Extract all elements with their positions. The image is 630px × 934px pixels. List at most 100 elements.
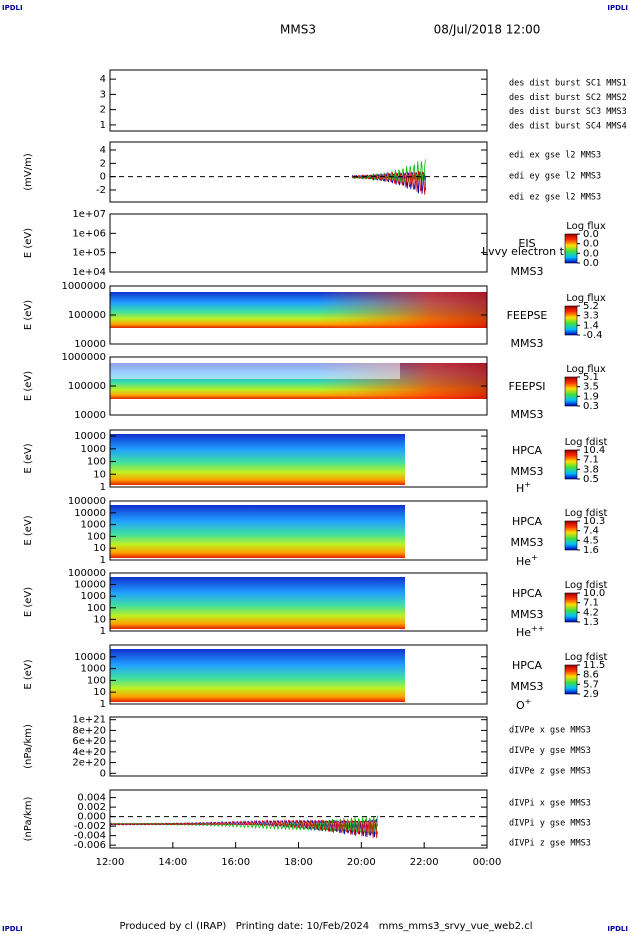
instrument-label: FEEPSE bbox=[507, 309, 548, 322]
legend-entry: dIVPi z gse MMS3 bbox=[509, 839, 591, 849]
y-tick-label: 4 bbox=[100, 74, 106, 85]
colorbar bbox=[564, 664, 578, 695]
y-tick-label: 0.002 bbox=[77, 802, 106, 813]
colorbar-tick-label: 5.1 bbox=[583, 372, 599, 383]
plot-frame bbox=[109, 69, 488, 132]
y-tick-label: 0 bbox=[100, 768, 106, 779]
instrument-label: HPCA bbox=[512, 444, 543, 457]
y-tick-label: 1 bbox=[100, 699, 106, 710]
spectrogram-image bbox=[110, 577, 405, 629]
colorbar bbox=[564, 449, 578, 480]
x-tick-label: 18:00 bbox=[284, 857, 313, 868]
y-tick-label: 8e+20 bbox=[72, 725, 106, 736]
instrument-label: MMS3 bbox=[511, 408, 544, 421]
y-tick-label: 4e+20 bbox=[72, 747, 106, 758]
instrument-label: HPCA bbox=[512, 515, 543, 528]
x-tick-label: 14:00 bbox=[158, 857, 187, 868]
y-tick-label: 2 bbox=[100, 105, 106, 116]
legend-entry: des dist burst SC3 MMS3 bbox=[509, 107, 627, 117]
colorbar-tick-label: 7.4 bbox=[583, 526, 599, 537]
y-axis-label: E (eV) bbox=[23, 371, 34, 401]
spectrogram-image bbox=[110, 649, 405, 702]
species: He bbox=[516, 626, 531, 639]
colorbar-tick-label: 0.0 bbox=[583, 229, 599, 240]
y-tick-label: 1e+21 bbox=[72, 715, 106, 726]
corner-mark: IPDLI bbox=[2, 4, 23, 12]
instrument-label: MMS3 bbox=[511, 465, 544, 478]
plot-frame bbox=[109, 572, 488, 632]
corner-mark: IPDLI bbox=[2, 925, 23, 933]
legend-entry: dIVPe y gse MMS3 bbox=[509, 746, 591, 756]
footer: Produced by cl (IRAP) Printing date: 10/… bbox=[119, 921, 532, 932]
y-tick-label: -0.004 bbox=[74, 831, 106, 842]
y-tick-label: 1 bbox=[100, 626, 106, 637]
colorbar-tick-label: 10.0 bbox=[583, 588, 605, 599]
y-tick-label: 100000 bbox=[68, 496, 106, 507]
colorbar-tick-label: 0.0 bbox=[583, 239, 599, 250]
colorbar-tick-label: 5.2 bbox=[583, 301, 599, 312]
plot-frame bbox=[109, 429, 488, 488]
y-tick-label: 10 bbox=[93, 614, 106, 625]
y-tick-label: -2 bbox=[96, 185, 106, 196]
colorbar-tick-label: 0.5 bbox=[583, 474, 599, 485]
y-axis-label: E (eV) bbox=[23, 515, 34, 545]
y-tick-label: 10000 bbox=[74, 652, 106, 663]
y-tick-label: -0.006 bbox=[74, 840, 106, 851]
y-axis-label: E (eV) bbox=[23, 443, 34, 473]
instrument-label: HPCA bbox=[512, 587, 543, 600]
legend-entry: des dist burst SC2 MMS2 bbox=[509, 93, 627, 103]
y-tick-label: 100 bbox=[87, 531, 106, 542]
trace-decoration bbox=[109, 818, 378, 839]
species-charge: + bbox=[524, 480, 531, 489]
species-charge: + bbox=[525, 697, 532, 706]
colorbar-tick-label: 3.3 bbox=[583, 311, 599, 322]
y-tick-label: 1 bbox=[100, 120, 106, 131]
colorbar-title: Log flux bbox=[566, 293, 606, 304]
y-tick-label: 1000 bbox=[81, 520, 106, 531]
y-tick-label: 0.004 bbox=[77, 793, 106, 804]
y-tick-label: 1e+04 bbox=[72, 267, 106, 278]
y-tick-label: 10000 bbox=[74, 410, 106, 421]
colorbar bbox=[564, 305, 578, 336]
legend-entry: des dist burst SC4 MMS4 bbox=[509, 122, 627, 132]
x-tick-label: 22:00 bbox=[410, 857, 439, 868]
title: MMS3 bbox=[280, 23, 316, 37]
legend-entry: edi ez gse l2 MMS3 bbox=[509, 193, 601, 203]
y-axis-label: (nPa/km) bbox=[23, 797, 34, 842]
x-tick-label: 12:00 bbox=[96, 857, 125, 868]
instrument-label: FEEPSI bbox=[508, 380, 545, 393]
colorbar-title: Log fdist bbox=[565, 508, 608, 519]
colorbar bbox=[564, 376, 578, 407]
legend-entry: edi ey gse l2 MMS3 bbox=[509, 172, 601, 182]
y-axis-label: (mV/m) bbox=[23, 153, 34, 191]
instrument-label: MMS3 bbox=[511, 337, 544, 350]
plot-frame bbox=[109, 716, 488, 777]
y-tick-label: 0 bbox=[100, 172, 106, 183]
species-label: He+ bbox=[516, 553, 538, 569]
y-tick-label: 100 bbox=[87, 457, 106, 468]
y-tick-label: 100 bbox=[87, 675, 106, 686]
colorbar-tick-label: -0.4 bbox=[583, 330, 603, 341]
species-charge: + bbox=[531, 553, 538, 562]
legend-entry: dIVPe z gse MMS3 bbox=[509, 767, 591, 777]
instrument-label: MMS3 bbox=[511, 265, 544, 278]
y-tick-label: 10 bbox=[93, 687, 106, 698]
y-tick-label: 4 bbox=[100, 145, 106, 156]
instrument-label: MMS3 bbox=[511, 536, 544, 549]
y-tick-label: 1e+05 bbox=[72, 248, 106, 259]
y-axis-label: E (eV) bbox=[23, 587, 34, 617]
colorbar-tick-label: 5.7 bbox=[583, 679, 599, 690]
trace-decoration bbox=[351, 170, 426, 195]
colorbar-tick-label: 2.9 bbox=[583, 689, 599, 700]
colorbar-tick-label: 7.1 bbox=[583, 455, 599, 466]
instrument-label: EIS bbox=[518, 237, 535, 250]
plot-frame bbox=[109, 789, 488, 849]
y-tick-label: 2e+20 bbox=[72, 758, 106, 769]
y-tick-label: -0.002 bbox=[74, 821, 106, 832]
instrument-label: MMS3 bbox=[511, 608, 544, 621]
y-tick-label: 10000 bbox=[74, 580, 106, 591]
colorbar-tick-label: 0.3 bbox=[583, 401, 599, 412]
species-label: O+ bbox=[516, 697, 531, 713]
legend-entry: dIVPe x gse MMS3 bbox=[509, 726, 591, 736]
spectrogram-image bbox=[110, 505, 405, 558]
